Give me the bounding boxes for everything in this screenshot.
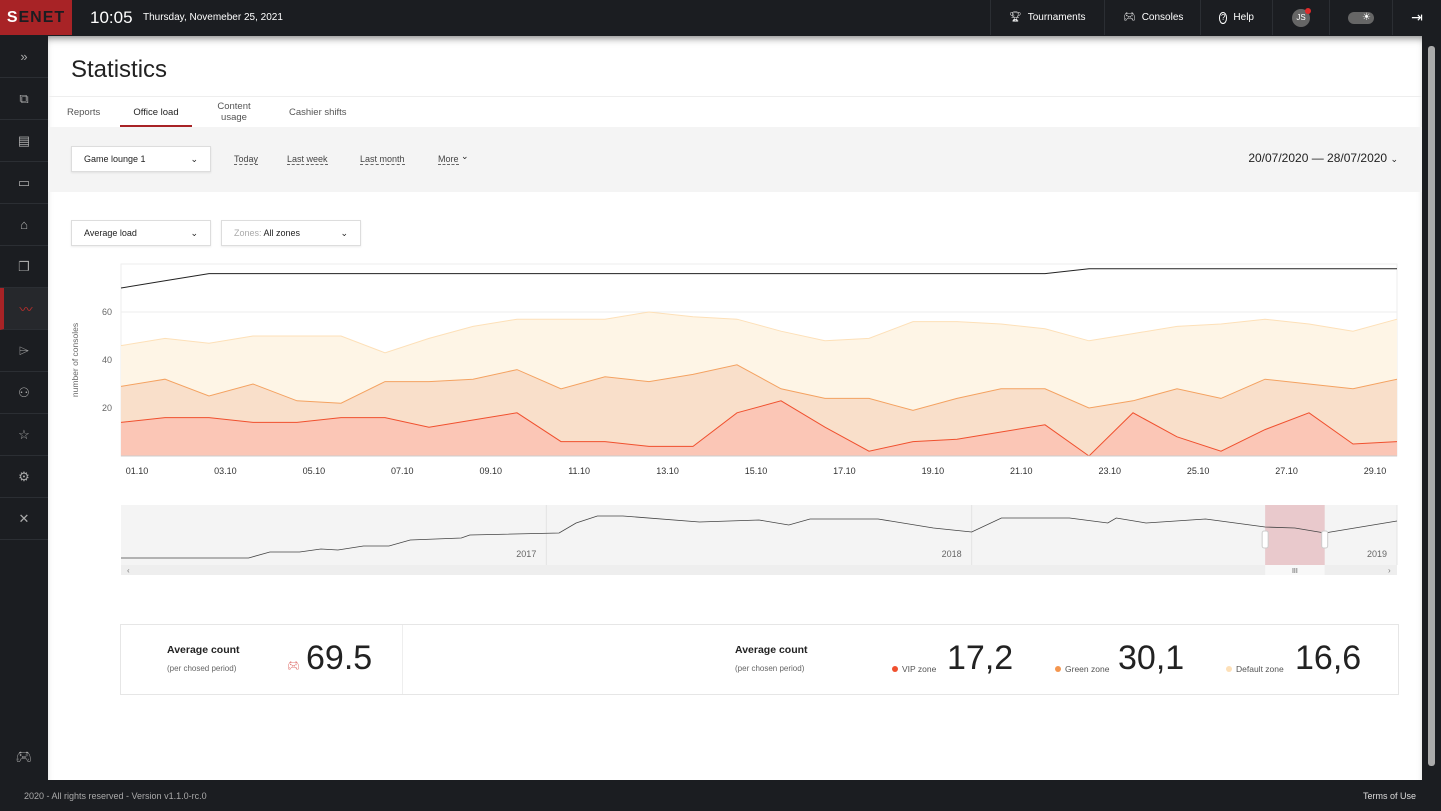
gamepad-icon: 🎮︎ [287, 661, 300, 672]
today-link[interactable]: Today [234, 154, 259, 165]
tab-reports[interactable]: Reports [67, 107, 101, 118]
sidebar: » ⧉ ▤ ▭ ⌂ ❐ 〰 ⌲ ⚇ ☆ ⚙ ✕ 🎮︎ [0, 36, 48, 780]
sidebar-gamepad-icon[interactable]: 🎮︎ [15, 749, 33, 764]
more-link[interactable]: More [438, 154, 459, 165]
sidebar-item-settings[interactable]: ⚙ [0, 456, 48, 498]
gamepad-icon: 🎮︎ [1123, 12, 1136, 23]
page-title: Statistics [71, 56, 168, 83]
chevron-down-icon: ⌄ [340, 227, 348, 238]
sidebar-item-devices[interactable]: ▭ [0, 162, 48, 204]
date: Thursday, Novemeber 25, 2021 [143, 12, 283, 23]
notification-dot [1305, 8, 1311, 14]
sidebar-expand-icon[interactable]: » [0, 36, 48, 78]
location-value: Game lounge 1 [84, 154, 146, 164]
sidebar-item-tickets[interactable]: ⌲ [0, 330, 48, 372]
stat-default: 16,6 [1295, 639, 1362, 677]
sidebar-item-consoles[interactable]: ⧉ [0, 78, 48, 120]
last-month-link[interactable]: Last month [360, 154, 405, 165]
tab-cashier-shifts[interactable]: Cashier shifts [289, 107, 347, 118]
filter-bar: Game lounge 1 ⌄ Today Last week Last mont… [48, 127, 1422, 192]
chevron-down-icon: ⌄ [1390, 154, 1398, 164]
sidebar-item-tools[interactable]: ✕ [0, 498, 48, 540]
zones-label: Zones: [234, 228, 262, 238]
nav-help[interactable]: ? Help [1200, 0, 1272, 35]
zone-stat-subtitle: (per chosen period) [735, 664, 805, 673]
top-bar: S ENET 10:05 Thursday, Novemeber 25, 2021… [0, 0, 1441, 36]
page-scrollbar[interactable] [1422, 36, 1441, 780]
footer: 2020 - All rights reserved - Version v1.… [0, 780, 1441, 811]
legend-vip: VIP zone [892, 664, 936, 674]
location-select[interactable]: Game lounge 1 ⌄ [71, 146, 211, 172]
sidebar-item-favorites[interactable]: ☆ [0, 414, 48, 456]
nav-consoles[interactable]: 🎮︎ Consoles [1104, 0, 1200, 35]
legend-default: Default zone [1226, 664, 1284, 674]
tab-content-usage[interactable]: Content usage [217, 101, 251, 123]
stat-subtitle: (per chosed period) [167, 664, 237, 673]
sidebar-item-lockers[interactable]: ▤ [0, 120, 48, 162]
logo[interactable]: S ENET [0, 0, 72, 35]
theme-toggle[interactable]: ☀ [1329, 0, 1392, 35]
stat-title: Average count [167, 644, 240, 656]
sidebar-item-store[interactable]: ⌂ [0, 204, 48, 246]
trophy-icon: 🏆︎ [1009, 12, 1022, 23]
last-week-link[interactable]: Last week [287, 154, 328, 165]
chevron-down-icon: ⌄ [190, 153, 198, 164]
logout-icon[interactable]: ⇥ [1392, 0, 1441, 35]
nav-label: Tournaments [1027, 12, 1086, 23]
sidebar-item-statistics[interactable]: 〰 [0, 288, 48, 330]
nav-label: Consoles [1141, 12, 1184, 23]
zones-value: All zones [263, 228, 301, 238]
terms-link[interactable]: Terms of Use [1362, 791, 1416, 801]
stat-green: 30,1 [1118, 639, 1185, 677]
legend-green: Green zone [1055, 664, 1109, 674]
metric-select[interactable]: Average load ⌄ [71, 220, 211, 246]
avatar[interactable]: JS [1272, 0, 1329, 35]
metric-value: Average load [84, 228, 137, 238]
sun-icon: ☀ [1348, 11, 1374, 24]
stat-total: 69.5 [306, 639, 373, 677]
main-content: Statistics Reports Office load Content u… [48, 36, 1422, 780]
stats-panel: Average count (per chosed period) 🎮︎ 69.… [120, 624, 1399, 695]
nav-tournaments[interactable]: 🏆︎ Tournaments [990, 0, 1104, 35]
date-range-value: 20/07/2020 — 28/07/2020 [1248, 151, 1388, 165]
chevron-down-icon: ⌄ [190, 227, 198, 238]
chevron-down-icon: ⌄ [461, 151, 469, 161]
zone-stat-title: Average count [735, 644, 808, 656]
help-icon: ? [1219, 11, 1228, 24]
tabs: Reports Office load Content usage Cashie… [48, 96, 1422, 127]
stat-vip: 17,2 [947, 639, 1014, 677]
copyright: 2020 - All rights reserved - Version v1.… [24, 791, 207, 801]
zones-select[interactable]: Zones: All zones ⌄ [221, 220, 361, 246]
tab-office-load[interactable]: Office load [120, 101, 192, 127]
clock: 10:05 [90, 8, 133, 27]
date-range-picker[interactable]: 20/07/2020 — 28/07/2020 ⌄ [1248, 151, 1398, 165]
sidebar-item-cards[interactable]: ❐ [0, 246, 48, 288]
nav-label: Help [1233, 12, 1254, 23]
sidebar-item-users[interactable]: ⚇ [0, 372, 48, 414]
